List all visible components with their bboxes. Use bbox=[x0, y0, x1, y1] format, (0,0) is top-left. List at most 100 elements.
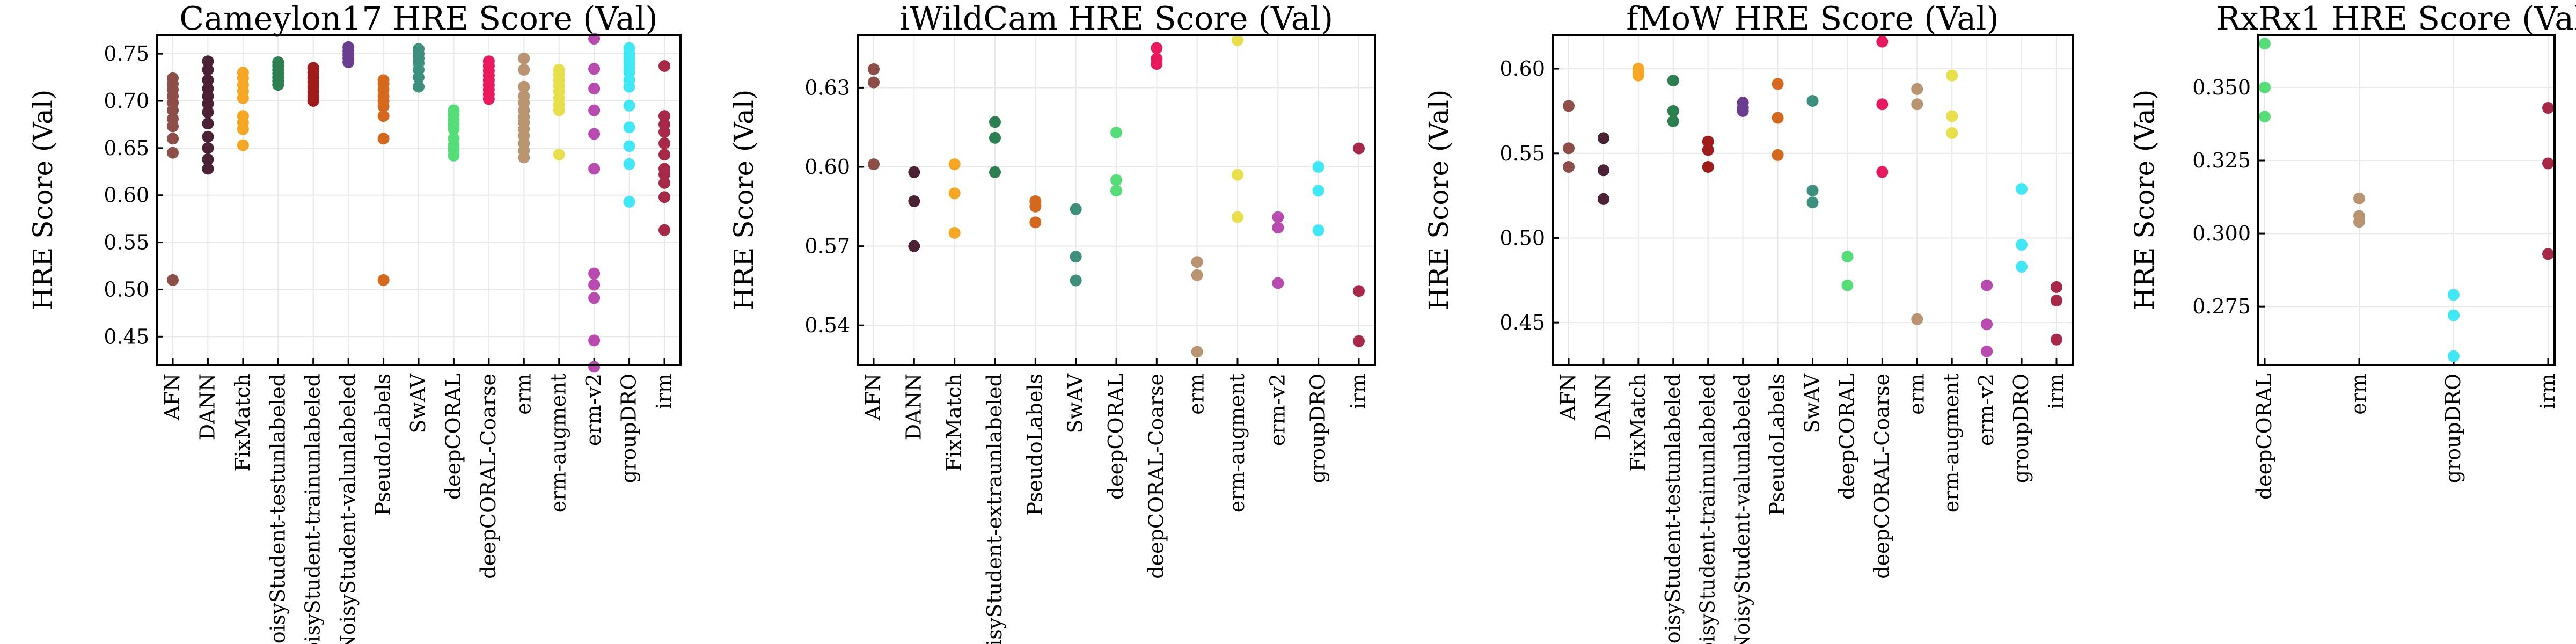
data-point bbox=[989, 116, 1001, 128]
data-point bbox=[202, 118, 214, 130]
data-point bbox=[1772, 112, 1784, 124]
data-point bbox=[658, 169, 670, 181]
plot-frame bbox=[156, 34, 682, 366]
y-tick-label: 0.45 bbox=[1499, 311, 1545, 334]
data-point bbox=[908, 195, 920, 207]
x-tick-label: deepCORAL-Coarse bbox=[477, 374, 500, 579]
data-point bbox=[1946, 110, 1958, 122]
data-point bbox=[202, 142, 214, 154]
data-point bbox=[167, 274, 179, 286]
chart-panel-0: Cameylon17 HRE Score (Val) HRE Score (Val… bbox=[27, 0, 682, 644]
data-point bbox=[868, 76, 880, 89]
data-point bbox=[377, 274, 390, 286]
data-point bbox=[1841, 279, 1854, 291]
data-point bbox=[868, 63, 880, 75]
data-point bbox=[518, 64, 530, 76]
data-point bbox=[377, 100, 390, 113]
data-point bbox=[1029, 200, 1042, 213]
data-point bbox=[237, 139, 249, 151]
x-tick-label: SwAV bbox=[1801, 373, 1824, 433]
data-point bbox=[658, 191, 670, 203]
data-point bbox=[307, 95, 319, 107]
data-point bbox=[202, 55, 214, 68]
data-point bbox=[588, 334, 601, 347]
chart-panel-1: iWildCam HRE Score (Val) HRE Score (Val) 0… bbox=[728, 0, 1376, 644]
x-tick-label: SwAV bbox=[406, 373, 430, 433]
data-point bbox=[1737, 105, 1749, 117]
data-point bbox=[272, 79, 284, 91]
y-axis-label: HRE Score (Val) bbox=[2129, 90, 2160, 311]
data-point bbox=[202, 98, 214, 110]
data-point bbox=[1272, 222, 1284, 234]
data-point bbox=[482, 93, 495, 105]
data-point bbox=[588, 361, 601, 373]
data-point bbox=[658, 126, 670, 138]
x-tick-label: erm-augment bbox=[1225, 374, 1249, 513]
data-point bbox=[167, 133, 179, 145]
data-point bbox=[658, 149, 670, 161]
data-point bbox=[1563, 142, 1575, 155]
y-tick-label: 0.50 bbox=[1499, 226, 1545, 250]
y-tick-label: 0.300 bbox=[2192, 222, 2251, 245]
data-point bbox=[1151, 58, 1163, 70]
data-point bbox=[948, 158, 961, 171]
x-tick-label: AFN bbox=[160, 374, 184, 421]
data-point bbox=[2353, 192, 2365, 204]
data-point bbox=[2448, 350, 2460, 362]
data-point bbox=[1232, 34, 1243, 46]
x-tick-label: erm-augment bbox=[547, 374, 570, 513]
data-point bbox=[1981, 318, 1993, 331]
data-point bbox=[623, 158, 635, 170]
data-point bbox=[588, 63, 601, 75]
data-point bbox=[2259, 81, 2271, 93]
data-point bbox=[1353, 335, 1365, 347]
data-point bbox=[1876, 98, 1889, 111]
y-tick-label: 0.60 bbox=[104, 184, 149, 207]
data-point bbox=[1070, 251, 1082, 263]
chart-title: iWildCam HRE Score (Val) bbox=[899, 0, 1333, 38]
data-point bbox=[588, 292, 601, 304]
data-point bbox=[1070, 203, 1082, 215]
data-point bbox=[377, 110, 390, 122]
data-point bbox=[1632, 69, 1644, 82]
y-tick-label: 0.70 bbox=[104, 89, 149, 113]
data-point bbox=[1772, 78, 1784, 90]
x-tick-label: NoisyStudent-trainunlabeled bbox=[1696, 374, 1719, 644]
data-point bbox=[2353, 216, 2365, 228]
data-point bbox=[1029, 216, 1042, 229]
x-tick-label: NoisyStudent-testunlabeled bbox=[1661, 374, 1685, 644]
data-point bbox=[658, 60, 670, 72]
data-point bbox=[623, 196, 635, 208]
data-point bbox=[1070, 274, 1082, 287]
x-tick-label: groupDRO bbox=[2009, 374, 2033, 483]
data-point bbox=[167, 147, 179, 159]
y-tick-label: 0.60 bbox=[804, 155, 850, 179]
data-point bbox=[1353, 142, 1365, 155]
plot-frame bbox=[2257, 34, 2556, 366]
data-point bbox=[1272, 211, 1284, 223]
data-point bbox=[1191, 346, 1203, 358]
data-point bbox=[202, 106, 214, 119]
data-point bbox=[588, 279, 601, 291]
data-point bbox=[1232, 211, 1243, 223]
data-point bbox=[2016, 183, 2028, 195]
data-point bbox=[2542, 102, 2554, 114]
data-point bbox=[623, 99, 635, 112]
data-point bbox=[1597, 132, 1609, 144]
x-tick-label: PseudoLabels bbox=[1766, 374, 1789, 516]
y-tick-label: 0.57 bbox=[804, 235, 850, 258]
data-point bbox=[2051, 295, 2062, 307]
data-point bbox=[2542, 157, 2554, 170]
data-point bbox=[237, 92, 249, 104]
x-tick-label: AFN bbox=[1556, 374, 1580, 421]
data-point bbox=[1272, 277, 1284, 289]
y-tick-label: 0.350 bbox=[2192, 76, 2251, 99]
data-point bbox=[1806, 95, 1819, 107]
data-point bbox=[1946, 69, 1958, 82]
chart-panel-2: fMoW HRE Score (Val) HRE Score (Val) 0.45 0… bbox=[1423, 0, 2074, 644]
y-tick-label: 0.50 bbox=[104, 277, 149, 301]
data-point bbox=[623, 121, 635, 134]
data-point bbox=[1806, 196, 1819, 209]
data-point bbox=[989, 131, 1001, 144]
data-point bbox=[413, 80, 425, 93]
